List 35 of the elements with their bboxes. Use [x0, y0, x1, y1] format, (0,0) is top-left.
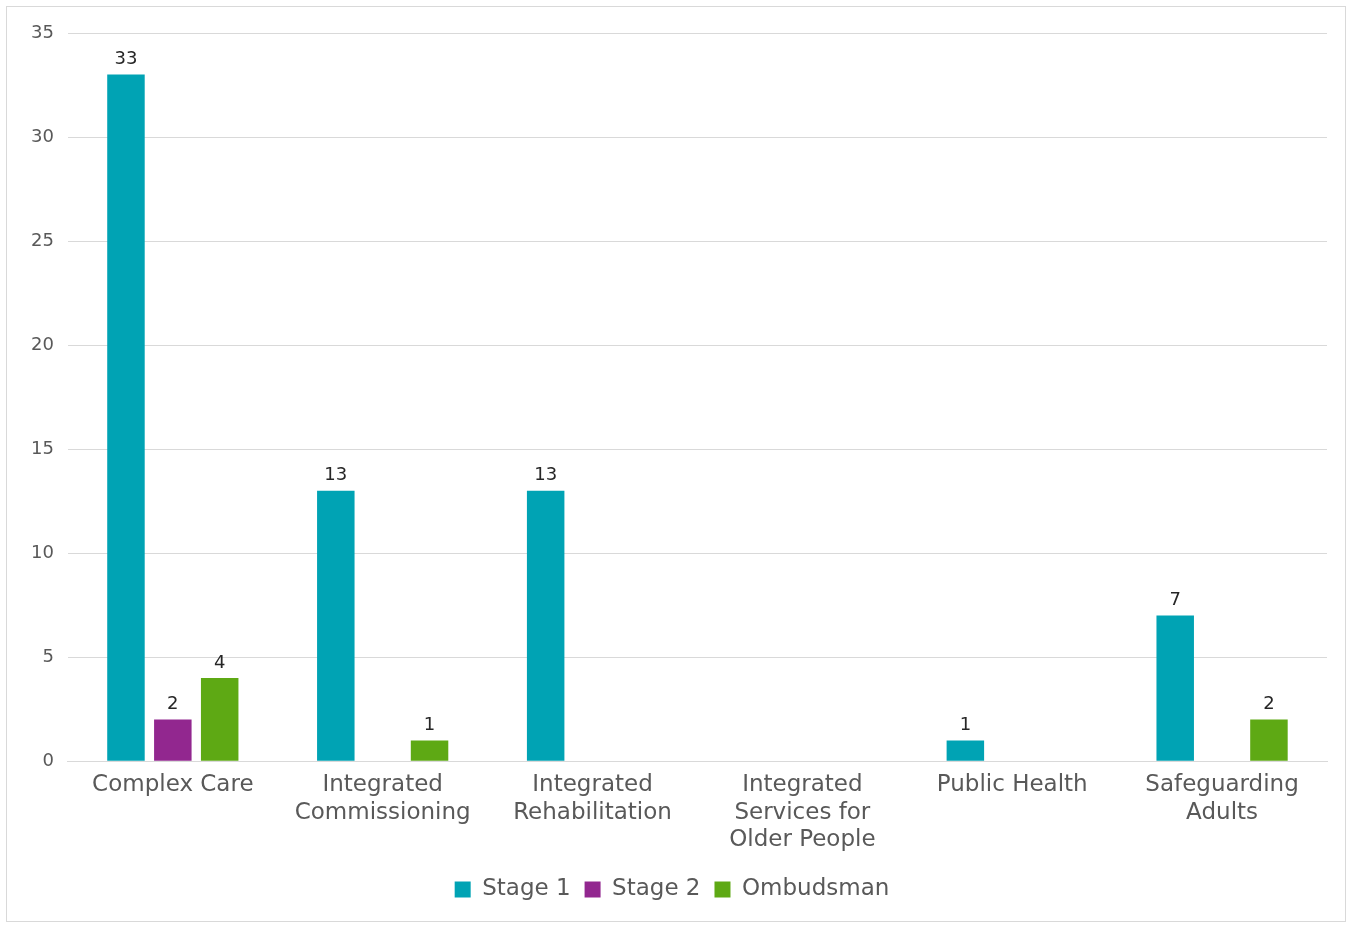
legend-label: Ombudsman [741, 874, 890, 901]
y-tick-label: 25 [31, 228, 54, 250]
x-tick-label: Complex Care [92, 769, 254, 796]
y-tick-label: 5 [42, 644, 54, 666]
legend-label: Stage 2 [612, 874, 701, 901]
y-tick-label: 0 [42, 748, 54, 770]
x-tick-label: Safeguarding Adults [1145, 769, 1299, 824]
data-label: 4 [213, 650, 226, 672]
data-label: 1 [959, 713, 972, 735]
data-label: 2 [1263, 692, 1275, 714]
x-tick-label: Integrated Commissioning [294, 769, 471, 824]
bar [1156, 615, 1194, 761]
y-tick-label: 15 [31, 436, 54, 458]
x-tick-label: Integrated Rehabilitation [513, 769, 672, 824]
data-label: 2 [167, 692, 179, 714]
bar [200, 677, 239, 761]
y-tick-label: 20 [31, 332, 54, 354]
data-label: 13 [534, 463, 558, 485]
x-tick-label: Public Health [936, 769, 1088, 796]
bar [154, 719, 192, 761]
data-label: 1 [423, 713, 436, 735]
legend-label: Stage 1 [482, 874, 571, 901]
bar [107, 74, 145, 761]
y-tick-label: 30 [31, 124, 54, 146]
data-label: 33 [114, 47, 138, 69]
y-tick-label: 10 [31, 540, 54, 562]
bar [1250, 719, 1288, 761]
bar [317, 490, 355, 761]
bar [526, 490, 565, 761]
data-label: 7 [1169, 588, 1181, 610]
x-tick-label: Integrated Services for Older People [729, 769, 876, 852]
bar [410, 740, 449, 761]
y-tick-label: 35 [31, 20, 54, 42]
bar [946, 740, 985, 761]
data-label: 13 [324, 463, 348, 485]
